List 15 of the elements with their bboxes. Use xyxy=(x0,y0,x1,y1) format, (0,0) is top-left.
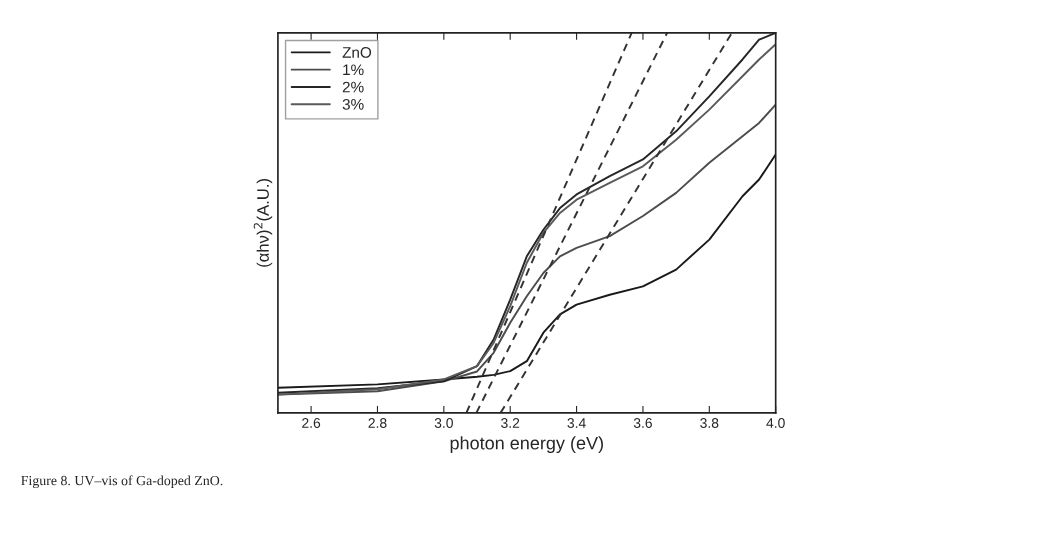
x-tick-label: 2.6 xyxy=(302,418,321,428)
x-tick-label: 3.4 xyxy=(567,418,586,428)
legend-label: ZnO xyxy=(342,47,372,58)
x-tick-label: 3.6 xyxy=(633,418,652,428)
x-tick-label: 4.0 xyxy=(766,418,785,428)
legend-label: 3% xyxy=(342,98,364,110)
x-tick-label: 2.8 xyxy=(368,418,387,428)
y-axis-title: (αhν)$^{2}$(A.U.) xyxy=(253,179,273,267)
x-tick-label: 3.2 xyxy=(501,418,520,428)
x-tick-label: 3.0 xyxy=(434,418,453,428)
x-tick-label: 3.8 xyxy=(700,418,719,428)
x-axis-title: photon energy (eV) xyxy=(450,436,603,454)
legend-label: 2% xyxy=(342,81,364,93)
legend-label: 1% xyxy=(343,64,364,76)
caption: Figure 8. UV–vis of Ga-doped ZnO. xyxy=(21,475,223,489)
